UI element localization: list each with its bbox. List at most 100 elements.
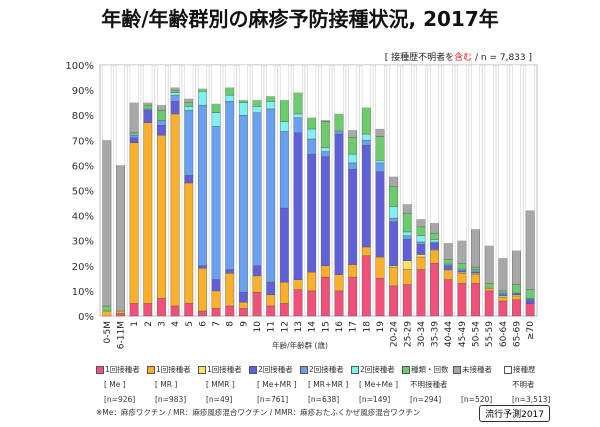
y-tick-label: 80% <box>72 111 94 122</box>
bar-segment <box>320 147 330 152</box>
bar-segment <box>402 64 412 205</box>
bar-segment <box>416 226 426 236</box>
bar-segment <box>484 245 494 284</box>
x-tick-label: 30-34 <box>417 321 427 347</box>
bar-segment <box>129 64 139 103</box>
bar-segment <box>484 288 494 292</box>
bar-segment <box>143 109 153 123</box>
bar-segment <box>211 112 221 127</box>
source-badge: 流行予測2017 <box>479 405 550 422</box>
bar-segment <box>334 113 344 131</box>
bar-segment <box>361 133 371 141</box>
bar-segment <box>307 117 317 130</box>
x-tick-label: 25-29 <box>403 321 413 347</box>
bar-segment <box>238 64 248 101</box>
x-tick-label: 11 <box>267 321 277 332</box>
bar-segment <box>157 109 166 121</box>
bar-segment <box>320 156 330 267</box>
x-tick-label: 5 <box>185 321 195 327</box>
bar-segment <box>525 64 535 211</box>
bar-segment <box>252 275 262 293</box>
bar-segment <box>197 88 207 92</box>
x-tick-label: 6-11M <box>116 321 126 349</box>
bar-segment <box>416 64 426 220</box>
bar-segment <box>512 64 521 251</box>
bar-segment <box>416 244 426 255</box>
bar-segment <box>211 290 221 309</box>
legend-item: 未接種者 [n=520] <box>453 362 504 407</box>
bar-segment <box>307 271 317 292</box>
bar-segment <box>293 132 303 280</box>
bar-segment <box>252 106 262 113</box>
bar-segment <box>430 64 440 224</box>
bar-segment <box>361 145 371 248</box>
bar-segment <box>252 112 262 267</box>
legend-swatch <box>300 366 308 374</box>
bar-segment <box>471 229 480 268</box>
bar-segment <box>348 130 358 138</box>
bar-segment <box>225 94 235 102</box>
bar-segment <box>430 243 440 250</box>
bar-segment <box>416 256 426 270</box>
bar-segment <box>225 87 235 96</box>
legend-item: 1回接種者 [ MMR ] [n=49] <box>198 362 249 407</box>
bar-segment <box>157 120 166 126</box>
x-tick-label: ≥70 <box>526 321 536 340</box>
bar-segment <box>457 240 467 264</box>
bar-segment <box>184 303 194 317</box>
bar-segment <box>512 250 521 285</box>
legend-sub: [ MR+MR ] <box>308 380 349 389</box>
bar-segment <box>484 290 494 317</box>
legend-count: [n=926] <box>104 395 136 404</box>
y-tick-label: 40% <box>72 212 94 223</box>
bar-segment <box>293 64 303 93</box>
bar-segment <box>129 142 139 304</box>
bar-segment <box>197 91 207 106</box>
bar-segment <box>389 217 399 223</box>
bar-segment <box>334 64 344 115</box>
legend-label: 1回接種者 <box>156 365 191 374</box>
bar-segment <box>279 281 289 304</box>
legend-swatch <box>351 366 359 374</box>
bar-segment <box>348 153 358 164</box>
bar-segment <box>443 265 453 270</box>
bar-segment <box>389 64 399 177</box>
legend-sub: [ Me+Me ] <box>359 380 399 389</box>
x-tick-label: 17 <box>349 321 359 332</box>
bar-segment <box>389 206 399 219</box>
legend-sub: [ Me ] <box>104 380 126 389</box>
bar-segment <box>293 279 303 290</box>
bar-segment <box>525 299 535 304</box>
bar-segment <box>457 263 467 269</box>
bar-segment <box>197 104 207 267</box>
bar-segment <box>211 126 221 280</box>
bar-segment <box>266 96 276 102</box>
legend-swatch <box>402 366 410 374</box>
bar-segment <box>334 274 344 292</box>
bar-segment <box>416 235 426 243</box>
bar-segment <box>389 186 399 208</box>
legend-swatch <box>198 366 206 374</box>
bar-segment <box>512 299 521 317</box>
bar-segment <box>184 106 194 111</box>
bar-segment <box>102 310 112 317</box>
bar-segment <box>443 279 453 317</box>
bar-segment <box>484 64 494 246</box>
bar-segment <box>116 313 125 317</box>
legend-count: [n=294] <box>410 395 442 404</box>
legend-swatch <box>504 366 512 374</box>
bar-segment <box>375 128 385 137</box>
legend-item: 2回接種者 [ MR+MR ] [n=638] <box>300 362 351 407</box>
bar-segment <box>211 308 221 317</box>
bar-segment <box>471 274 480 284</box>
x-tick-label: 7 <box>212 321 222 327</box>
bar-segment <box>116 64 125 166</box>
bar-segment <box>498 258 508 292</box>
legend-label: 接種歴 <box>513 365 536 374</box>
bar-segment <box>184 102 194 107</box>
x-tick-label: 60-64 <box>499 321 509 347</box>
bar-segment <box>102 305 112 312</box>
legend-count: [n=49] <box>206 395 233 404</box>
y-tick-label: 0% <box>78 312 94 323</box>
